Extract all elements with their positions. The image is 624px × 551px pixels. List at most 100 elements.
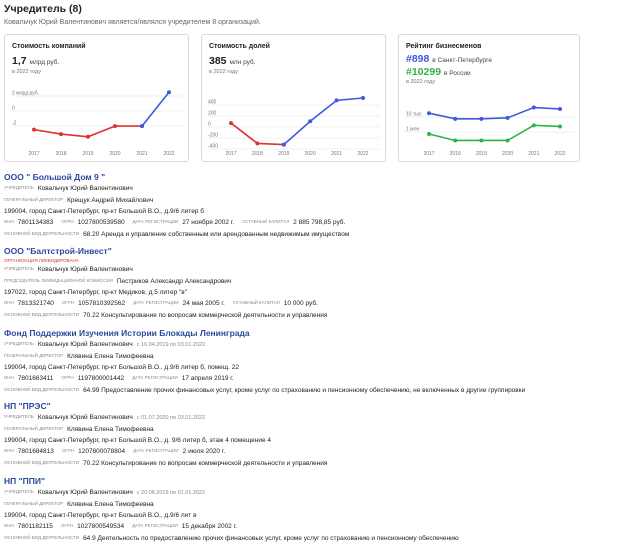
org-item: НП "ППИ" учредитель Ковальчук Юрий Валент…: [4, 476, 620, 545]
data-point: [479, 116, 484, 121]
x-tick-label: 2017: [28, 151, 39, 157]
rating-chart: 10 тыс. 1 млн 2017 2018 2019 2020 2021 2022: [405, 105, 575, 157]
address: 199004, город Санкт-Петербург, пр-кт Бол…: [4, 511, 197, 519]
rank-country-number: #10299: [406, 66, 442, 78]
address: 199004, город Санкт-Петербург, пр-кт Бол…: [4, 207, 204, 215]
founder-link[interactable]: Ковальчук Юрий Валентинович: [37, 185, 133, 192]
y-tick-label: 400: [208, 100, 217, 106]
founder-link[interactable]: Ковальчук Юрий Валентинович: [37, 341, 133, 348]
x-tick-label: 2022: [357, 151, 368, 157]
x-tick-label: 2019: [82, 151, 93, 157]
x-tick-label: 2021: [528, 151, 539, 157]
data-point: [334, 98, 339, 103]
org-name-link[interactable]: Фонд Поддержки Изучения Истории Блокады …: [4, 328, 250, 338]
share-value-chart: 400 200 0 -200 -400 2017 2018 2019 2020 2021 2022: [207, 95, 380, 157]
data-point: [281, 142, 286, 147]
rank-country: #10299 в России: [406, 66, 471, 78]
x-tick-label: 2022: [163, 151, 174, 157]
rank-city-place: в Санкт-Петербурге: [432, 57, 492, 64]
value-note: в 2022 году: [209, 69, 238, 75]
director-link[interactable]: Клявина Елена Тимофеевна: [67, 425, 154, 433]
org-name-link[interactable]: ООО " Большой Дом 9 ": [4, 172, 106, 182]
activity-row: основной вид деятельности 64.99 Предостав…: [4, 387, 526, 395]
y-tick-label: -200: [208, 133, 218, 139]
director-row: генеральный директор Крещук Андрей Михайл…: [4, 196, 154, 204]
founder-row: учредитель Ковальчук Юрий Валентинович с 0…: [4, 414, 206, 421]
founder-link[interactable]: Ковальчук Юрий Валентинович: [37, 489, 133, 496]
org-name-link[interactable]: НП "ППИ": [4, 476, 45, 486]
org-item: НП "ПРЭС" учредитель Ковальчук Юрий Вален…: [4, 401, 620, 470]
share-value: 385 млн руб.: [209, 55, 256, 67]
rank-country-place: в России: [443, 70, 471, 77]
activity-row: основной вид деятельности 64.9 Деятельнос…: [4, 535, 459, 543]
data-point: [453, 116, 458, 121]
x-tick-label: 2022: [554, 151, 565, 157]
x-tick-label: 2020: [109, 151, 120, 157]
data-point: [361, 95, 365, 100]
x-tick-label: 2017: [225, 151, 236, 157]
rank-city-number: #898: [406, 53, 430, 65]
y-tick-label: 10 тыс.: [406, 112, 423, 118]
data-point: [479, 138, 484, 143]
value-number: 1,7: [12, 55, 27, 67]
org-name-link[interactable]: ООО "Балтстрой-Инвест": [4, 246, 112, 256]
requisites-row: ИНН 7801663411 ОГРН 1197800001442 дата регис…: [4, 375, 234, 383]
founder-header: Учредитель (8) Ковальчук Юрий Валентинов…: [4, 3, 261, 26]
requisites-row: ИНН 7813321740 ОГРН 1057810392562 дата регис…: [4, 300, 318, 308]
activity-row: основной вид деятельности 68.20 Аренда и …: [4, 231, 350, 239]
data-point: [505, 138, 510, 143]
liquidator-row: председатель ликвидационной комиссии Пест…: [4, 277, 232, 285]
y-tick-label: -400: [208, 144, 218, 150]
company-value-card: Стоимость компаний 1,7 млрд руб. в 2022 …: [4, 34, 189, 162]
x-tick-label: 2017: [423, 151, 434, 157]
data-point: [505, 115, 510, 120]
y-tick-label: 0: [208, 122, 211, 128]
org-name-link[interactable]: НП "ПРЭС": [4, 401, 51, 411]
founder-row: учредитель Ковальчук Юрий Валентинович с 2…: [4, 489, 206, 496]
page-title: Учредитель (8): [4, 3, 82, 15]
director-link[interactable]: Клявина Елена Тимофеевна: [67, 352, 154, 360]
data-point: [59, 132, 63, 137]
requisites-row: ИНН 7801684813 ОГРН 1207800078804 дата регис…: [4, 448, 226, 456]
value-unit: млн руб.: [229, 59, 256, 66]
data-point: [453, 138, 458, 143]
data-point: [140, 124, 144, 129]
founder-link[interactable]: Ковальчук Юрий Валентинович: [37, 266, 133, 273]
y-tick-label: 0: [12, 106, 15, 112]
activity-row: основной вид деятельности 70.22 Консульти…: [4, 460, 328, 468]
address: 199004, город Санкт-Петербург, пр-кт Бол…: [4, 363, 239, 371]
director-link[interactable]: Крещук Андрей Михайлович: [67, 196, 154, 204]
director-link[interactable]: Клявина Елена Тимофеевна: [67, 500, 154, 508]
company-value: 1,7 млрд руб.: [12, 55, 59, 67]
founder-row: учредитель Ковальчук Юрий Валентинович с 1…: [4, 341, 206, 348]
data-point: [255, 141, 260, 146]
data-point: [531, 105, 536, 110]
rating-card: Рейтинг бизнесменов #898 в Санкт-Петербу…: [398, 34, 580, 162]
address: 199004, город Санкт-Петербург, пр-кт Бол…: [4, 436, 272, 444]
founder-row: учредитель Ковальчук Юрий Валентинович: [4, 185, 133, 192]
data-point: [32, 127, 36, 132]
data-point: [167, 90, 171, 95]
liquidator-link[interactable]: Пестриков Александр Александрович: [116, 277, 232, 285]
series-line: [428, 124, 561, 142]
rank-note: в 2022 году: [406, 79, 435, 85]
founder-row: учредитель Ковальчук Юрий Валентинович: [4, 266, 133, 273]
rank-city: #898 в Санкт-Петербурге: [406, 53, 492, 65]
series-line: [283, 97, 364, 146]
data-point: [531, 123, 536, 128]
y-tick-label: 1 млн: [406, 127, 420, 133]
director-row: генеральный директор Клявина Елена Тимофе…: [4, 425, 154, 433]
value-unit: млрд руб.: [29, 59, 60, 66]
founder-link[interactable]: Ковальчук Юрий Валентинович: [37, 414, 133, 421]
activity-row: основной вид деятельности 70.22 Консульти…: [4, 312, 328, 320]
card-title: Стоимость компаний: [12, 43, 86, 50]
series-line: [428, 106, 561, 120]
y-tick-label: 200: [208, 111, 217, 117]
share-value-card: Стоимость долей 385 млн руб. в 2022 году…: [201, 34, 386, 162]
x-tick-label: 2018: [450, 151, 461, 157]
value-number: 385: [209, 55, 227, 67]
company-value-chart: 2 млрд руб. 0 -2 2017 2018 2019 2020 2021 2022: [11, 90, 183, 157]
data-point: [427, 131, 431, 136]
y-tick-label: -2: [12, 121, 17, 127]
page-subtitle: Ковальчук Юрий Валентинович является/явл…: [4, 19, 261, 26]
